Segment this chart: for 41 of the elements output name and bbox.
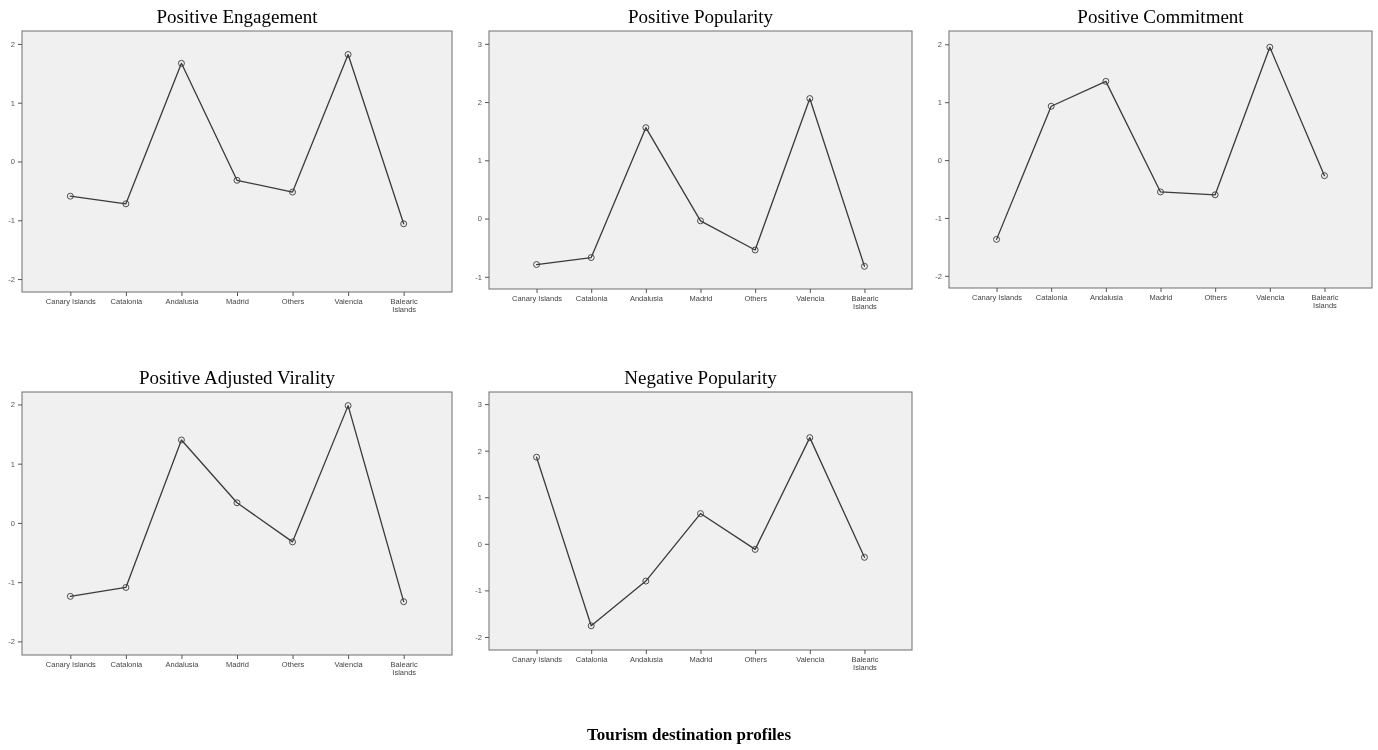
point (178, 59, 185, 67)
point (806, 434, 814, 442)
point (233, 176, 241, 184)
point (289, 188, 296, 196)
point (1102, 77, 1110, 85)
point (642, 577, 650, 585)
point (233, 499, 241, 507)
point (122, 584, 130, 591)
point (861, 262, 868, 270)
chart-title: Negative Popularity (624, 367, 778, 388)
point (1266, 43, 1274, 51)
point (400, 220, 408, 228)
point (533, 453, 540, 461)
point (344, 51, 352, 58)
point (122, 200, 130, 208)
chart-title: Positive Adjusted Virality (139, 367, 336, 388)
point (751, 246, 759, 254)
point (1321, 172, 1328, 180)
point (587, 254, 595, 261)
text: Tourism destination profiles (586, 725, 792, 744)
chart-title: Positive Engagement (156, 6, 319, 27)
point (1157, 188, 1164, 196)
point (344, 402, 352, 410)
point (993, 235, 1000, 243)
point (806, 95, 814, 102)
point (533, 261, 540, 268)
point (697, 217, 704, 225)
point (66, 192, 74, 200)
point (642, 124, 650, 132)
point (400, 598, 408, 606)
chart-title: Positive Commitment (1077, 6, 1245, 27)
point (751, 545, 759, 553)
chart-title: Positive Popularity (627, 6, 774, 27)
point (1211, 191, 1219, 199)
point (66, 592, 74, 600)
point (289, 538, 296, 546)
point (697, 510, 704, 517)
point (861, 553, 868, 561)
point (1047, 102, 1055, 110)
point (178, 436, 185, 444)
point (587, 622, 595, 630)
